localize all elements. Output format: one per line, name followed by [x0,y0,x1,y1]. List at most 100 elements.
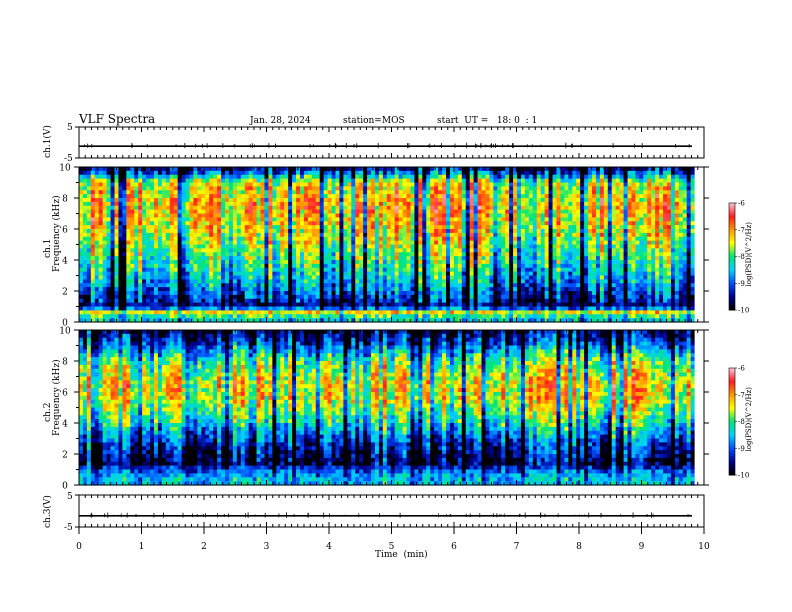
ch1-spectrogram-cell [189,302,195,308]
ch1-spectrogram-cell [434,298,439,304]
ch1-spectrogram-cell [276,170,281,176]
ch1-spectrogram-cell [343,236,348,242]
ch1-spectrogram-cell [98,178,104,184]
ch1-spectrogram-cell [505,287,510,292]
ch1-spectrogram-cell [520,178,526,184]
ch1-spectrogram-cell [517,294,522,300]
ch1-spectrogram-cell [446,248,451,253]
ch1-spectrogram-cell [489,294,494,300]
ch1-spectrogram-cell [331,252,337,257]
ch1-spectrogram-cell [497,283,502,288]
ch1-spectrogram-cell [386,201,392,207]
ch1-spectrogram-cell [528,271,534,277]
ch1-spectrogram-cell [505,271,510,277]
ch1-spectrogram-cell [489,182,494,187]
ch1-spectrogram-cell [280,256,285,261]
ch1-spectrogram-cell [414,178,419,184]
ch1-spectrogram-cell [477,194,483,199]
ch1-spectrogram-cell [382,186,388,191]
ch1-spectrogram-cell [414,194,419,199]
ch1-spectrogram-cell [299,294,305,300]
ch1-spectrogram-cell [371,205,376,211]
ch1-spectrogram-cell [157,275,163,280]
ch1-spectrogram-cell [98,194,104,199]
ch1-spectrogram-cell [327,279,333,284]
ch1-spectrogram-cell [536,256,542,261]
ch1-spectrogram-cell [461,306,467,311]
ch1-spectrogram-cell [296,198,301,203]
ch1-spectrogram-cell [524,260,530,265]
ch1-spectrogram-cell [79,174,84,180]
ch1-spectrogram-cell [434,244,439,249]
ch1-spectrogram-cell [189,279,195,284]
ch1-spectrogram-cell [142,174,147,180]
ch1-spectrogram-cell [110,294,116,300]
ch1-spectrogram-cell [169,279,175,284]
ch1-spectrogram-cell [446,225,451,230]
ch1-spectrogram-cell [106,217,112,222]
ch1-spectrogram-cell [138,294,143,300]
ch1-spectrogram-cell [185,248,191,253]
ch1-spectrogram-cell [351,186,356,191]
ch1-spectrogram-cell [268,291,273,296]
ch1-spectrogram-cell [303,252,309,257]
ch1-spectrogram-cell [272,279,277,284]
ch1-spectrogram-cell [260,275,266,280]
ch1-spectrogram-cell [347,318,352,323]
ch1-spectrogram-cell [351,302,356,308]
ch1-spectrogram-cell [465,287,471,292]
ch1-spectrogram-cell [142,260,147,265]
ch1-spectrogram-cell [225,260,230,265]
ch1-spectrogram-cell [319,314,325,319]
ch1-spectrogram-cell [339,198,345,203]
ch1-spectrogram-cell [225,291,230,296]
ch1-spectrogram-cell [386,190,392,195]
ch1-ytick-bottom: -5 [64,154,73,164]
ch1-spectrogram-cell [122,263,127,269]
ch1-spectrogram-cell [532,240,538,246]
ch1-spectrogram-cell [307,174,313,180]
ch1-spectrogram-cell [355,174,360,180]
ch1-spectrogram-cell [359,263,364,269]
ch1-spectrogram-cell [193,186,198,191]
ch1-spectrogram-cell [284,201,289,207]
ch1-spectrogram-cell [161,314,167,319]
ch1-spectrogram-cell [205,213,210,218]
ch1-spectrogram-cell [446,190,451,195]
ch1-spectrogram-cell [371,170,376,176]
ch1-spectrogram-cell [118,209,124,215]
ch1-spectrogram-cell [150,232,155,238]
ch1-spectrogram-cell [193,225,198,230]
ch1-spectrogram-cell [244,263,250,269]
ch1-spectrogram-cell [536,198,542,203]
ch1-spectrogram-cell [343,306,348,311]
ch1-spectrogram-cell [232,240,238,246]
ch1-spectrogram-cell [232,236,238,242]
ch1-spectrogram-cell [477,291,483,296]
ch1-spectrogram-cell [165,314,171,319]
ch1-spectrogram-cell [524,209,530,215]
ch1-spectrogram-cell [390,248,396,253]
ch1-spectrogram-cell [311,190,317,195]
ch1-spectrogram-cell [138,314,143,319]
ch1-spectrogram-cell [442,236,447,242]
ch1-spectrogram-cell [505,217,510,222]
ch1-spectrogram-cell [272,167,277,172]
ch1-spectrogram-cell [410,167,416,172]
ch1-spectrogram-cell [134,182,139,187]
ch1-spectrogram-cell [225,232,230,238]
ch1-spectrogram-cell [426,291,431,296]
ch1-spectrogram-cell [165,174,171,180]
ch1-spectrogram-cell [248,182,254,187]
ch1-spectrogram-cell [505,318,510,323]
ch1-spectrogram-cell [82,267,88,273]
ch1-spectrogram-cell [513,194,518,199]
ch1-spectrogram-cell [260,306,266,311]
ch1-spectrogram-cell [347,236,352,242]
ch1-spectrogram-cell [153,314,159,319]
ch1-spectrogram-cell [438,225,443,230]
ch1-spectrogram-cell [221,213,226,218]
ch1-spectrogram-cell [343,232,348,238]
ch1-spectrogram-cell [509,221,514,226]
ch1-spectrogram-cells [79,167,705,323]
